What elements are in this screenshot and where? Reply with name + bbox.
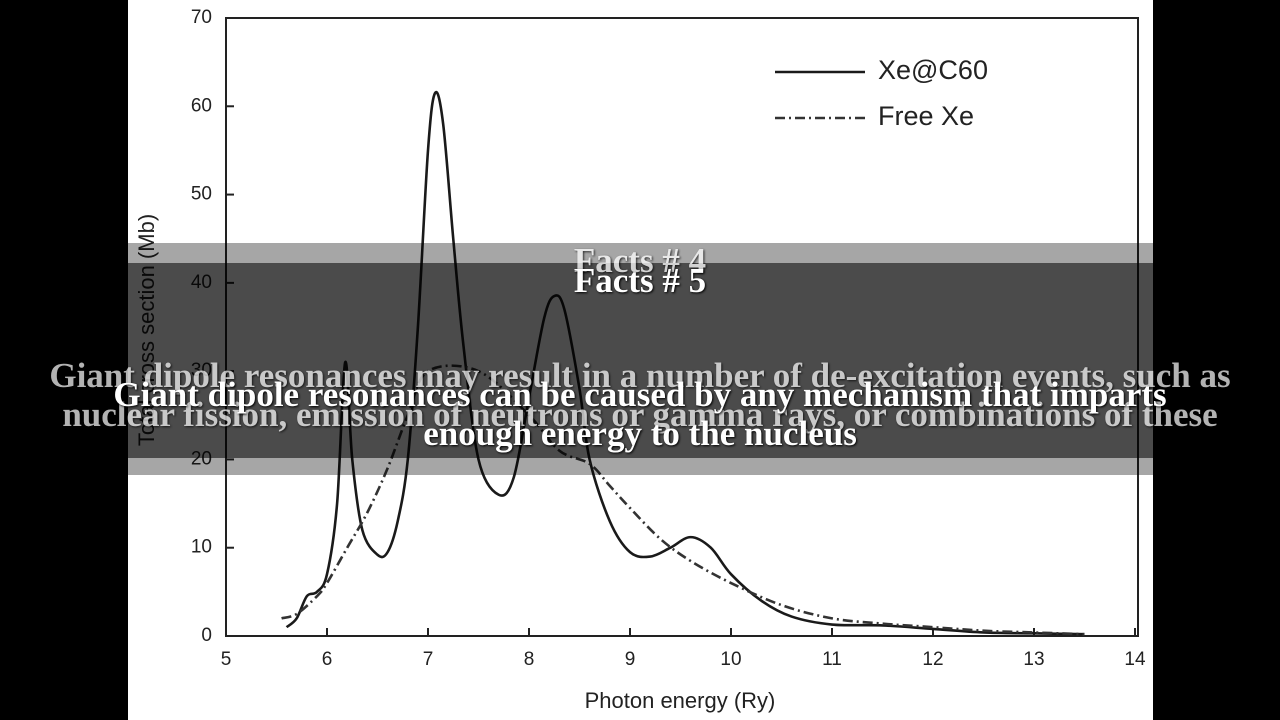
y-tick-label: 60 [191, 95, 212, 116]
legend-label: Xe@C60 [878, 55, 988, 85]
y-tick-label: 0 [201, 625, 212, 646]
overlay-band [128, 263, 1153, 458]
y-tick-label: 10 [191, 537, 212, 558]
heading: Facts # 4 [573, 241, 707, 280]
x-tick-label: 5 [221, 649, 232, 670]
x-axis-label: Photon energy (Ry) [585, 688, 776, 713]
legend-label: Free Xe [878, 101, 974, 131]
fact-text: Giant dipole resonances can be caused by… [113, 375, 1167, 453]
x-tick-label: 10 [720, 649, 741, 670]
y-tick-label: 50 [191, 184, 212, 205]
x-tick-label: 13 [1023, 649, 1044, 670]
y-tick-label: 70 [191, 7, 212, 28]
x-tick-label: 11 [822, 649, 842, 670]
x-tick-label: 8 [524, 649, 535, 670]
x-tick-label: 6 [322, 649, 333, 670]
x-tick-label: 12 [922, 649, 943, 670]
x-tick-label: 7 [423, 649, 434, 670]
fact-text: Giant dipole resonances may result in a … [49, 356, 1231, 434]
heading: Facts # 5 [573, 261, 707, 300]
x-tick-label: 14 [1124, 649, 1146, 670]
series-line [281, 364, 1085, 636]
x-tick-label: 9 [625, 649, 636, 670]
